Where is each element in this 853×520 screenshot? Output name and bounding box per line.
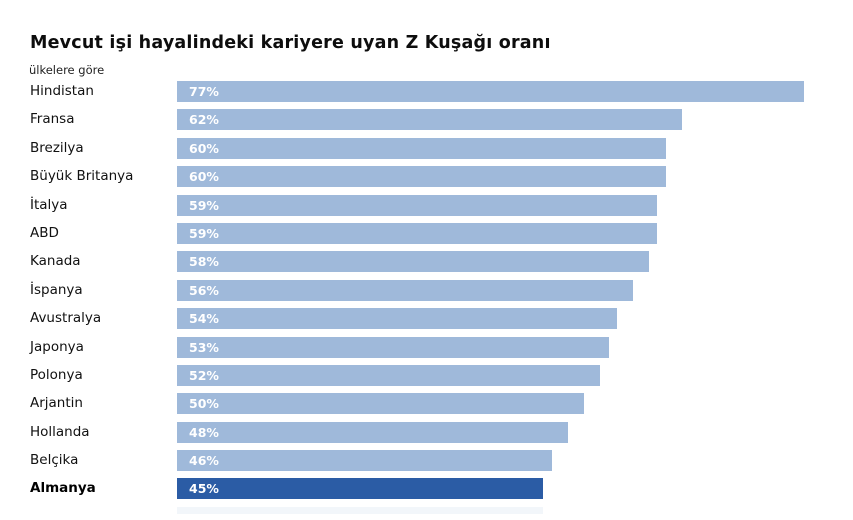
value-label: 53% [189, 339, 219, 355]
value-label: 45% [189, 481, 219, 497]
category-label: İspanya [30, 281, 83, 298]
category-label: İtalya [30, 196, 68, 213]
category-label: Fransa [30, 111, 75, 128]
chart-row: İtalya 59% [30, 194, 830, 216]
chart-row: Fransa 62% [30, 109, 830, 131]
chart-row: Arjantin 50% [30, 393, 830, 415]
bar: 60% [177, 137, 666, 159]
category-label: Kanada [30, 253, 81, 270]
chart-row: Japonya 53% [30, 336, 830, 358]
chart-subtitle: ülkelere göre [29, 63, 105, 77]
chart-row: Almanya 45% [30, 478, 830, 500]
value-label: 58% [189, 254, 219, 270]
bar: 46% [177, 450, 552, 472]
value-label: 60% [189, 140, 219, 156]
bar: 50% [177, 393, 585, 415]
chart-row: Hindistan 77% [30, 81, 830, 102]
category-label: Belçika [30, 452, 79, 469]
chart-row: Kanada 58% [30, 251, 830, 273]
bar: 56% [177, 279, 633, 301]
category-label: Arjantin [30, 395, 83, 412]
category-label: Büyük Britanya [30, 168, 134, 185]
value-label: 54% [189, 311, 219, 327]
category-label: Almanya [30, 480, 96, 497]
value-label: 77% [189, 84, 219, 99]
bar: 54% [177, 308, 617, 330]
chart-row: Hollanda 48% [30, 421, 830, 443]
chart-rows: Hindistan 77% Fransa 62% Brezilya 60% Büyük Br… [30, 81, 830, 507]
chart-row: Polonya 52% [30, 364, 830, 386]
category-label: Polonya [30, 366, 83, 383]
category-label: Hindistan [30, 83, 94, 99]
bar: 77% [177, 81, 804, 102]
value-label: 56% [189, 282, 219, 298]
bar: 53% [177, 336, 609, 358]
value-label: 59% [189, 197, 219, 213]
bar: 59% [177, 194, 658, 216]
bar: 52% [177, 364, 601, 386]
value-label: 46% [189, 453, 219, 469]
bar: 59% [177, 222, 658, 244]
category-label: Brezilya [30, 139, 84, 156]
bottom-strip [177, 507, 544, 514]
chart-title: Mevcut işi hayalindeki kariyere uyan Z K… [30, 33, 551, 53]
chart-row: Avustralya 54% [30, 308, 830, 330]
bar: 48% [177, 421, 568, 443]
chart-row: Büyük Britanya 60% [30, 166, 830, 188]
value-label: 60% [189, 169, 219, 185]
bar: 60% [177, 166, 666, 188]
category-label: ABD [30, 224, 59, 241]
chart-row: İspanya 56% [30, 279, 830, 301]
chart-row: Brezilya 60% [30, 137, 830, 159]
value-label: 59% [189, 225, 219, 241]
value-label: 62% [189, 112, 219, 128]
value-label: 48% [189, 424, 219, 440]
value-label: 52% [189, 367, 219, 383]
chart-row: Belçika 46% [30, 450, 830, 472]
bar-highlighted: 45% [177, 478, 544, 500]
category-label: Avustralya [30, 310, 102, 327]
bar: 58% [177, 251, 650, 273]
value-label: 50% [189, 396, 219, 412]
category-label: Japonya [30, 338, 84, 355]
bar: 62% [177, 109, 682, 131]
chart-row: ABD 59% [30, 222, 830, 244]
category-label: Hollanda [30, 423, 90, 440]
